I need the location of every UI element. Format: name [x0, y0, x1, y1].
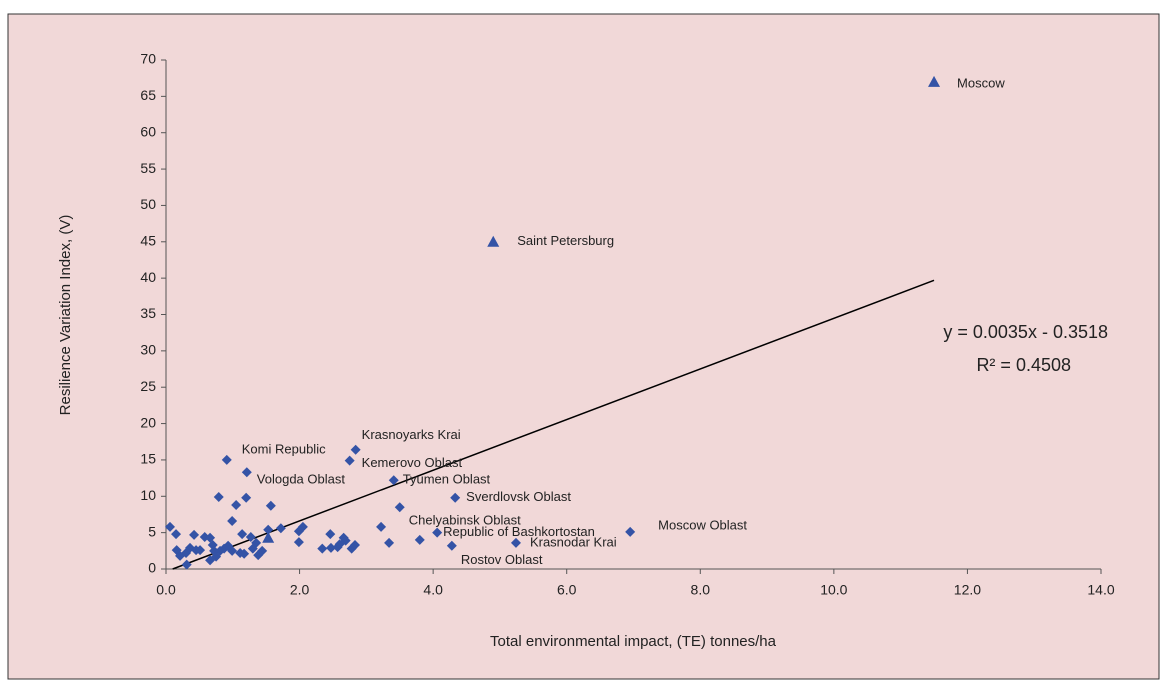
y-axis-title: Resilience Variation Index, (V): [57, 215, 74, 416]
y-tick-label: 40: [140, 269, 156, 285]
point: [275, 523, 286, 534]
point: [487, 235, 500, 247]
point: [213, 492, 224, 503]
y-tick-label: 25: [140, 378, 156, 394]
y-tick-label: 20: [140, 414, 156, 430]
point: [317, 543, 328, 554]
point: [384, 537, 395, 548]
trend-equation: y = 0.0035x - 0.3518: [943, 322, 1108, 342]
chart-frame: [7, 13, 1160, 680]
point: [325, 542, 336, 553]
point: [165, 521, 176, 532]
x-tick-label: 0.0: [156, 582, 176, 598]
point: [450, 492, 461, 503]
point-label: Krasnodar Krai: [530, 534, 617, 549]
point: [209, 545, 220, 556]
y-tick-label: 65: [140, 87, 156, 103]
x-tick-label: 10.0: [820, 582, 847, 598]
x-tick-label: 8.0: [691, 582, 711, 598]
point: [221, 454, 232, 465]
point: [388, 475, 399, 486]
point: [928, 75, 941, 87]
y-tick-label: 50: [140, 196, 156, 212]
point: [265, 500, 276, 511]
y-tick-label: 30: [140, 342, 156, 358]
point: [263, 524, 274, 535]
trend-r-squared: R² = 0.4508: [976, 355, 1071, 375]
y-tick-label: 60: [140, 123, 156, 139]
point-label: Komi Republic: [242, 441, 326, 456]
point: [227, 516, 238, 527]
point: [625, 526, 636, 537]
y-tick-label: 70: [140, 51, 156, 67]
y-tick-label: 45: [140, 232, 156, 248]
point: [195, 545, 206, 556]
point: [189, 529, 200, 540]
point: [239, 548, 250, 559]
point-label: Tyumen Oblast: [403, 472, 491, 487]
point: [227, 545, 238, 556]
x-tick-label: 2.0: [290, 582, 310, 598]
point: [325, 529, 336, 540]
point: [237, 529, 248, 540]
y-tick-label: 35: [140, 305, 156, 321]
point: [376, 521, 387, 532]
point: [432, 527, 443, 538]
point-label: Republic of Bashkortostan: [443, 524, 595, 539]
point-label: Rostov Oblast: [461, 552, 543, 567]
point: [171, 529, 182, 540]
point: [340, 535, 351, 546]
point-label: Saint Petersburg: [517, 233, 614, 248]
point: [231, 500, 242, 511]
y-tick-label: 10: [140, 487, 156, 503]
point: [350, 540, 361, 551]
point: [394, 502, 405, 513]
x-tick-label: 4.0: [423, 582, 443, 598]
point: [293, 537, 304, 548]
point: [350, 444, 361, 455]
point: [414, 534, 425, 545]
point: [247, 543, 258, 554]
point: [510, 537, 521, 548]
y-tick-label: 5: [148, 523, 156, 539]
point: [241, 467, 252, 478]
point: [181, 559, 192, 570]
point: [251, 537, 262, 548]
point: [446, 540, 457, 551]
x-axis-title: Total environmental impact, (TE) tonnes/…: [490, 633, 777, 650]
point-label: Chelyabinsk Oblast: [409, 513, 521, 528]
point-label: Moscow Oblast: [658, 517, 747, 532]
x-tick-label: 14.0: [1087, 582, 1114, 598]
point: [344, 455, 355, 466]
x-tick-label: 12.0: [954, 582, 981, 598]
point-label: Moscow: [957, 75, 1005, 90]
x-tick-label: 6.0: [557, 582, 577, 598]
y-tick-label: 0: [148, 560, 156, 576]
point-label: Sverdlovsk Oblast: [466, 489, 571, 504]
point-label: Vologda Oblast: [257, 472, 346, 487]
point: [257, 545, 268, 556]
point-label: Kemerovo Oblast: [362, 455, 463, 470]
y-tick-label: 55: [140, 160, 156, 176]
point: [297, 521, 308, 532]
y-tick-label: 15: [140, 451, 156, 467]
point: [241, 492, 252, 503]
point-label: Krasnoyarks Krai: [362, 427, 461, 442]
trendline: [172, 279, 935, 570]
point: [262, 531, 275, 543]
point: [245, 532, 256, 543]
